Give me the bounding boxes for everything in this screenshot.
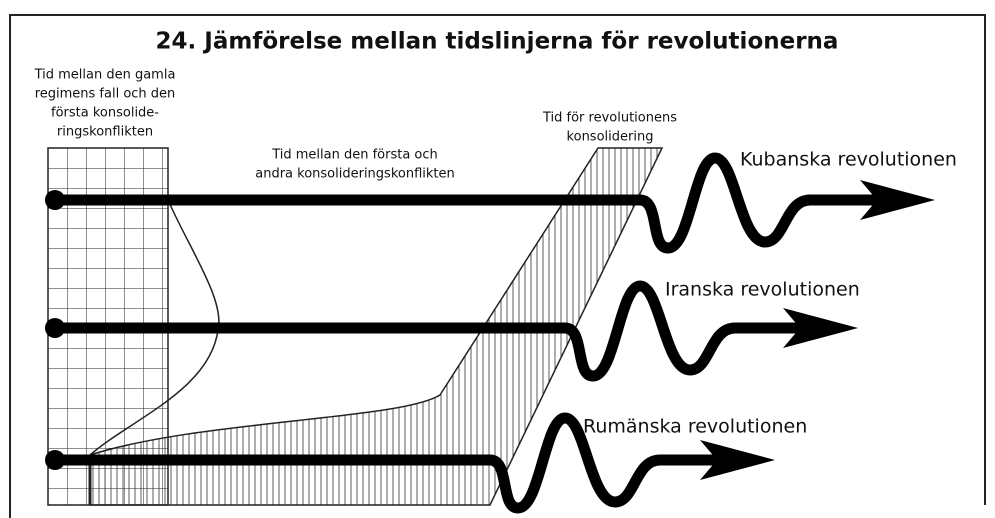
frame	[9, 14, 986, 518]
annotation-line: andra konsolideringskonflikten	[255, 167, 455, 182]
start-dot	[45, 450, 65, 470]
annotation-line: konsolidering	[567, 130, 654, 145]
arrowhead	[860, 180, 935, 220]
title: 24. Jämförelse mellan tidslinjerna för r…	[156, 29, 839, 55]
arrowhead	[700, 440, 775, 480]
labels: Tid mellan den gamla regimens fall och de…	[34, 68, 678, 182]
start-dot	[45, 318, 65, 338]
annotation-line: första konsolide-	[51, 106, 159, 121]
timeline-label: Iranska revolutionen	[665, 279, 860, 301]
timeline	[55, 152, 880, 254]
timeline	[55, 412, 720, 514]
annotation-line: ringskonflikten	[57, 125, 153, 140]
hatched-area	[89, 147, 664, 506]
timelines: Kubanska revolutionen Iranska revolutione…	[45, 149, 957, 514]
annotation-line: Tid mellan den gamla	[34, 68, 176, 83]
annotation-line: Tid mellan den första och	[271, 148, 438, 163]
timeline	[55, 280, 803, 382]
annotation-line: Tid för revolutionens	[542, 111, 677, 126]
start-dot	[45, 190, 65, 210]
arrowhead	[783, 308, 858, 348]
timeline-label: Rumänska revolutionen	[583, 416, 807, 438]
annotation-line: regimens fall och den	[35, 87, 176, 102]
timeline-label: Kubanska revolutionen	[740, 149, 957, 171]
